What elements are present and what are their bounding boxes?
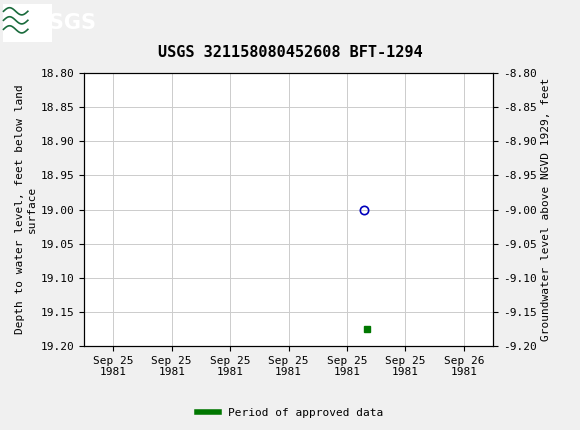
FancyBboxPatch shape	[3, 3, 52, 42]
Y-axis label: Groundwater level above NGVD 1929, feet: Groundwater level above NGVD 1929, feet	[541, 78, 550, 341]
Y-axis label: Depth to water level, feet below land
surface: Depth to water level, feet below land su…	[15, 85, 37, 335]
Text: USGS: USGS	[32, 12, 96, 33]
Text: USGS 321158080452608 BFT-1294: USGS 321158080452608 BFT-1294	[158, 45, 422, 60]
Legend: Period of approved data: Period of approved data	[193, 403, 387, 422]
